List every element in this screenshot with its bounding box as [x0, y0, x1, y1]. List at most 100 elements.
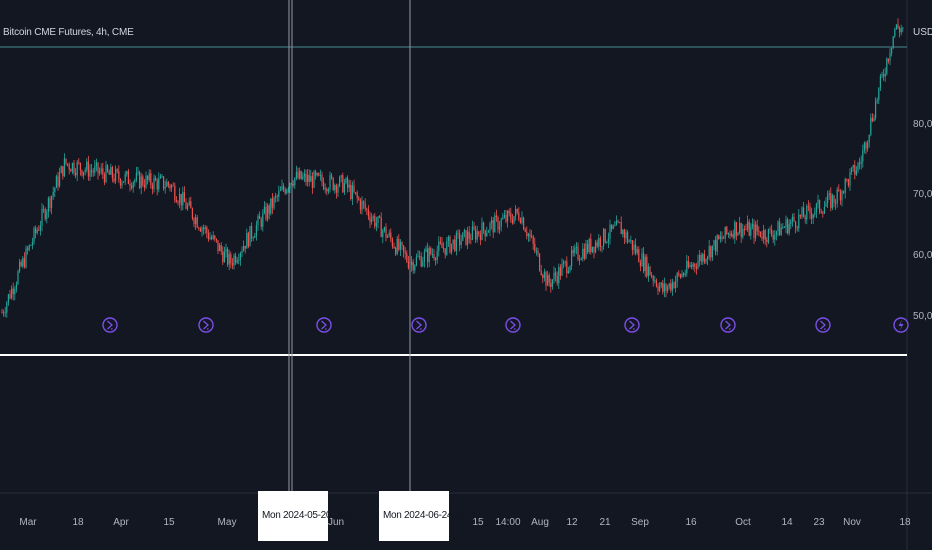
- candlestick-series: [1, 18, 904, 318]
- candle-body: [526, 231, 528, 237]
- time-tick-apr: Apr: [113, 517, 129, 528]
- candle-body: [639, 262, 641, 267]
- event-markers[interactable]: [102, 317, 909, 333]
- candle-body: [571, 250, 573, 267]
- candle-body: [316, 173, 318, 176]
- dividend-event-icon[interactable]: [505, 317, 521, 333]
- candle-body: [406, 253, 408, 262]
- currency-label[interactable]: USD: [913, 27, 932, 38]
- candle-body: [855, 170, 857, 175]
- candle-body: [878, 87, 880, 100]
- candle-body: [671, 282, 673, 291]
- crosshair-time-label-1: Mon 2024-05-20 05:00: [258, 491, 357, 541]
- candle-body: [11, 288, 13, 299]
- candle-body: [827, 194, 829, 204]
- candle-body: [660, 282, 662, 286]
- candle-body: [663, 283, 665, 292]
- dividend-event-icon[interactable]: [815, 317, 831, 333]
- candle-body: [401, 242, 403, 246]
- candle-body: [695, 266, 697, 269]
- candle-body: [188, 201, 190, 206]
- candle-body: [593, 246, 595, 253]
- time-tick-15b: 15: [472, 517, 484, 528]
- candle-body: [638, 249, 640, 263]
- candle-body: [551, 279, 553, 287]
- candle-body: [399, 242, 401, 250]
- candle-body: [132, 182, 134, 189]
- time-tick-18: 18: [72, 517, 84, 528]
- candle-body: [307, 174, 309, 183]
- candle-body: [577, 246, 579, 260]
- candle-body: [772, 235, 774, 240]
- candle-body: [348, 184, 350, 188]
- candle-body: [884, 73, 886, 77]
- candle-body: [142, 176, 144, 186]
- candle-body: [516, 208, 518, 213]
- candle-body: [105, 165, 107, 183]
- candle-body: [9, 294, 11, 299]
- candle-body: [409, 265, 411, 269]
- candle-body: [387, 236, 389, 238]
- lightning-event-icon[interactable]: [893, 317, 909, 333]
- dividend-event-icon[interactable]: [720, 317, 736, 333]
- candle-body: [15, 284, 17, 290]
- candle-body: [447, 236, 449, 242]
- candle-body: [583, 248, 585, 259]
- candle-body: [838, 189, 840, 192]
- candle-body: [652, 276, 654, 281]
- candle-body: [636, 249, 638, 253]
- candle-body: [87, 161, 89, 177]
- candle-body: [900, 28, 902, 33]
- price-tick-60000: 60,000: [913, 250, 932, 261]
- candle-body: [118, 171, 120, 180]
- symbol-title[interactable]: Bitcoin CME Futures, 4h, CME: [3, 27, 134, 38]
- candle-body: [404, 251, 406, 254]
- candle-body: [839, 191, 841, 201]
- candle-body: [268, 205, 270, 214]
- candle-body: [791, 216, 793, 222]
- candle-body: [380, 217, 382, 238]
- candle-body: [388, 232, 390, 237]
- candle-body: [95, 162, 97, 166]
- candle-body: [97, 162, 99, 174]
- candle-body: [595, 242, 597, 253]
- candle-body: [126, 171, 128, 175]
- candle-body: [195, 217, 197, 225]
- candle-body: [659, 285, 661, 291]
- candle-body: [633, 244, 635, 251]
- candle-body: [433, 253, 435, 259]
- dividend-event-icon[interactable]: [411, 317, 427, 333]
- dividend-event-icon[interactable]: [102, 317, 118, 333]
- dividend-event-icon[interactable]: [198, 317, 214, 333]
- dividend-event-icon[interactable]: [316, 317, 332, 333]
- dividend-event-icon[interactable]: [624, 317, 640, 333]
- candle-body: [630, 240, 632, 242]
- candle-body: [228, 254, 230, 265]
- candle-body: [475, 229, 477, 240]
- candle-body: [403, 245, 405, 252]
- candle-body: [310, 176, 312, 182]
- candle-body: [353, 185, 355, 193]
- candle-body: [182, 192, 184, 206]
- time-tick-nov: Nov: [843, 517, 861, 528]
- candle-body: [177, 202, 179, 203]
- candle-body: [771, 229, 773, 236]
- price-tick-50000: 50,000: [913, 311, 932, 322]
- candle-body: [715, 240, 717, 252]
- candle-body: [427, 248, 429, 263]
- candle-body: [564, 261, 566, 263]
- candle-body: [211, 237, 213, 239]
- candle-body: [201, 227, 203, 232]
- candle-body: [867, 142, 869, 149]
- candle-body: [292, 184, 294, 186]
- candle-body: [572, 250, 574, 253]
- candle-body: [281, 185, 283, 190]
- candle-body: [569, 266, 571, 272]
- candle-body: [59, 173, 61, 187]
- candle-body: [166, 182, 168, 187]
- candle-body: [489, 223, 491, 232]
- candle-body: [67, 163, 69, 165]
- candle-body: [835, 202, 837, 204]
